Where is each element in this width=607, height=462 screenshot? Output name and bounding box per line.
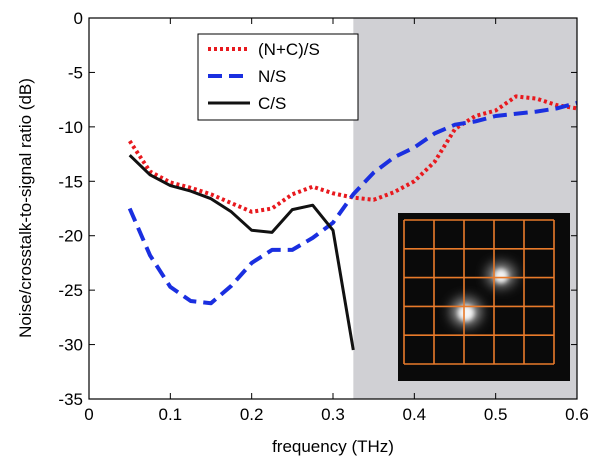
x-axis-label: frequency (THz) bbox=[272, 437, 394, 456]
series-layer bbox=[127, 94, 577, 351]
x-tick-label: 0.3 bbox=[321, 405, 345, 424]
series-line-1 bbox=[127, 100, 577, 306]
legend-label-nc: (N+C)/S bbox=[258, 40, 320, 59]
y-ticks: 0 -5 -10 -15 -20 -25 -30 -35 bbox=[58, 9, 577, 409]
x-tick-label: 0.4 bbox=[403, 405, 427, 424]
y-tick-label: -30 bbox=[58, 336, 83, 355]
x-tick-label: 0.1 bbox=[159, 405, 183, 424]
x-tick-label: 0.5 bbox=[484, 405, 508, 424]
legend: (N+C)/S N/S C/S bbox=[197, 33, 359, 121]
legend-label-c: C/S bbox=[258, 94, 286, 113]
legend-box bbox=[197, 33, 359, 121]
y-axis-label: Noise/crosstalk-to-signal ratio (dB) bbox=[16, 78, 35, 338]
y-tick-label: -35 bbox=[58, 390, 83, 409]
y-tick-label: -15 bbox=[58, 172, 83, 191]
inset-grid bbox=[403, 219, 555, 365]
y-tick-label: -20 bbox=[58, 227, 83, 246]
x-tick-label: 0 bbox=[84, 405, 93, 424]
y-tick-label: -10 bbox=[58, 118, 83, 137]
y-tick-label: 0 bbox=[74, 9, 83, 28]
y-tick-label: -5 bbox=[68, 63, 83, 82]
y-tick-label: -25 bbox=[58, 281, 83, 300]
x-tick-label: 0.6 bbox=[565, 405, 589, 424]
x-tick-label: 0.2 bbox=[240, 405, 264, 424]
series-line-2 bbox=[128, 154, 355, 351]
inset-image bbox=[398, 213, 570, 381]
x-ticks: 0 0.1 0.2 0.3 0.4 0.5 0.6 bbox=[84, 18, 589, 424]
legend-label-n: N/S bbox=[258, 67, 286, 86]
